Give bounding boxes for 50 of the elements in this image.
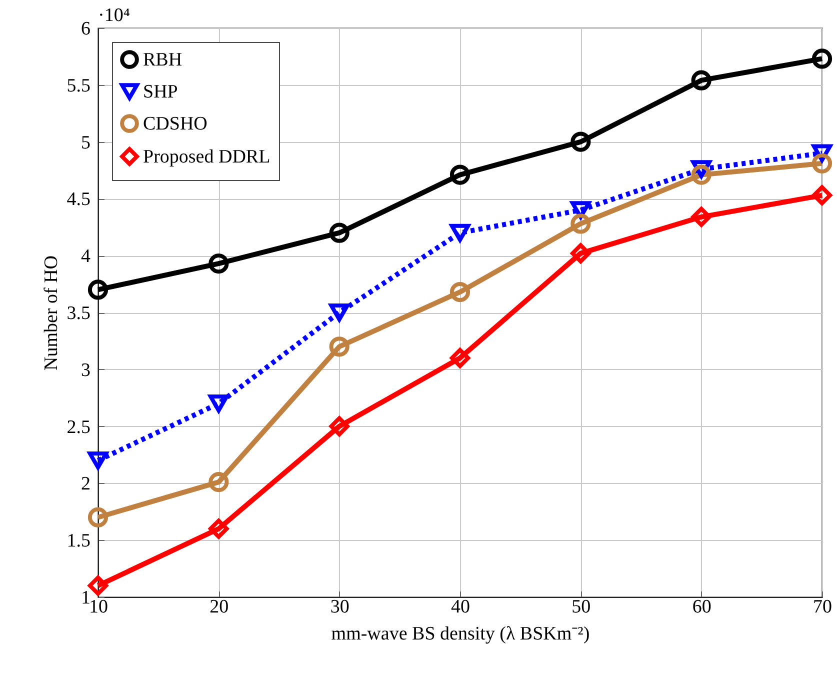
text: ·10⁴	[98, 5, 130, 26]
point	[88, 576, 108, 596]
point	[450, 224, 470, 242]
y-tick-label: 2.5	[66, 416, 90, 438]
point	[329, 222, 350, 243]
x-tick-label: 30	[330, 596, 350, 618]
y-tick-label: 5.5	[66, 75, 90, 96]
point	[208, 518, 229, 539]
y-tick-label: 6	[81, 18, 90, 40]
y-tick-label: 4.5	[66, 189, 90, 210]
y-axis-title: Number of HO	[40, 255, 62, 371]
point	[691, 164, 712, 185]
legend-label: Proposed DDRL	[143, 146, 270, 168]
point	[812, 153, 832, 174]
point	[450, 164, 470, 185]
point	[570, 214, 591, 234]
legend-label: SHP	[143, 82, 178, 102]
y-tick-label: 2	[81, 474, 90, 495]
x-tick-label: 60	[692, 596, 712, 618]
point	[208, 472, 229, 492]
point	[208, 254, 229, 274]
point	[691, 206, 712, 227]
y-tick-label: 1	[81, 588, 90, 608]
point	[450, 348, 470, 368]
point	[329, 416, 350, 436]
y-tick-label: 3.5	[66, 303, 90, 324]
y-tick-label: 1.5	[66, 530, 90, 552]
x-tick-label: 20	[210, 596, 229, 618]
x-axis-title: mm-wave BS density (λ BSKm⁻²)	[331, 624, 590, 644]
point	[88, 451, 108, 470]
point	[812, 185, 832, 206]
y-tick-label: 5	[81, 132, 90, 154]
point	[88, 280, 108, 300]
point	[570, 132, 591, 152]
point	[812, 48, 832, 69]
y-tick-label: 4	[81, 246, 91, 268]
legend-label: RBH	[143, 50, 182, 70]
point	[570, 243, 591, 264]
legend-label: CDSHO	[143, 114, 208, 134]
x-tick-label: 70	[813, 596, 832, 618]
point	[329, 336, 350, 357]
x-tick-label: 50	[572, 596, 591, 618]
point	[329, 304, 350, 322]
point	[450, 282, 470, 302]
point	[208, 394, 229, 413]
point	[691, 70, 712, 90]
x-tick-label: 40	[451, 596, 470, 618]
point	[88, 507, 108, 528]
y-tick-label: 3	[81, 360, 90, 381]
x-tick-label: 10	[89, 596, 108, 618]
